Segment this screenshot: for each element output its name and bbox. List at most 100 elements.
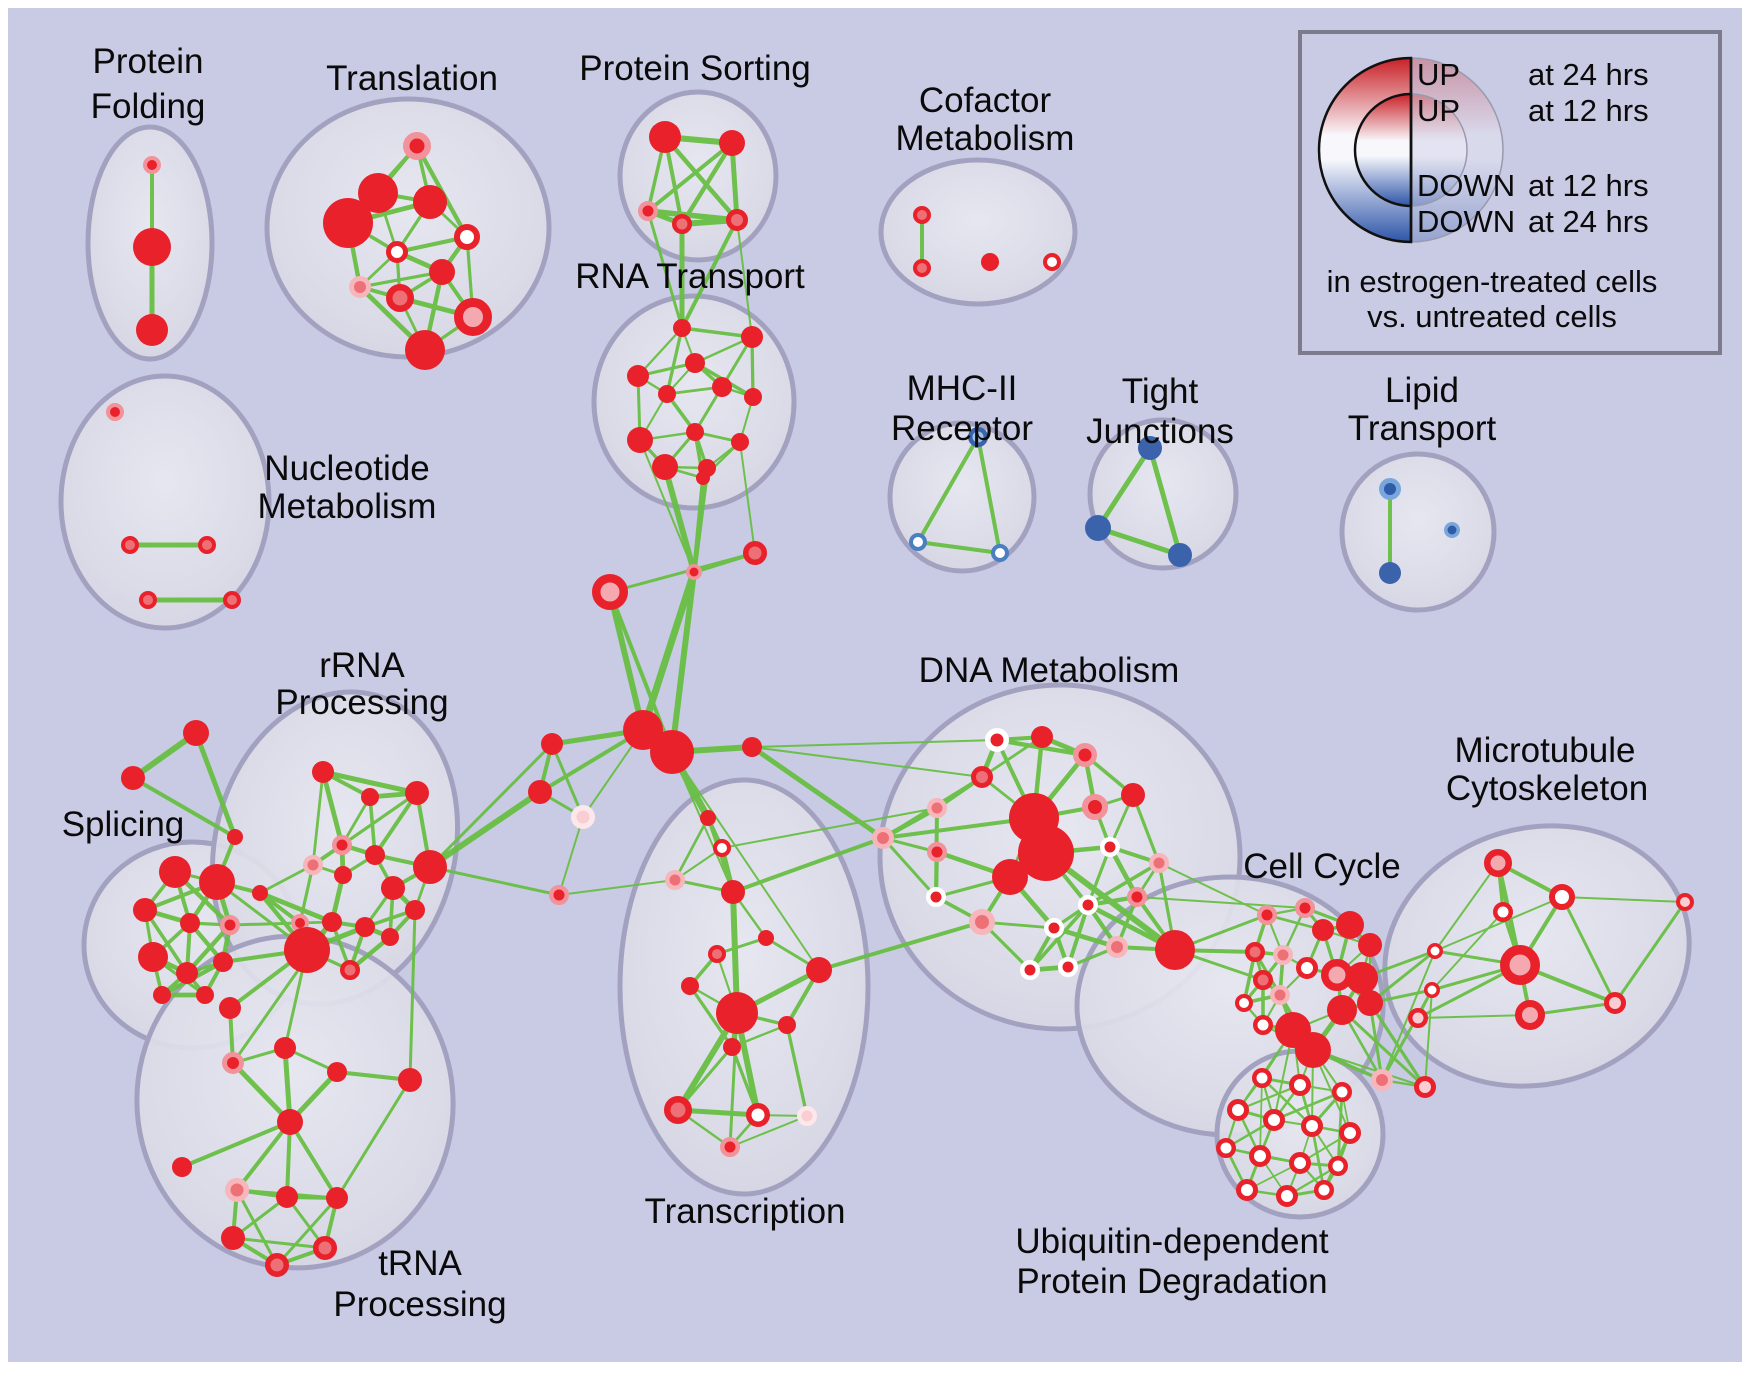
network-node-salmon-core-pink-ring	[927, 798, 947, 818]
network-node-solid-red	[741, 326, 763, 348]
network-node-solid-red	[136, 314, 168, 346]
network-node-solid-red	[686, 423, 704, 441]
network-edge	[751, 739, 998, 748]
network-node-white-core-red-ring	[1249, 1145, 1271, 1167]
network-edge	[340, 791, 419, 847]
legend-inner-circle-solid-half	[1353, 92, 1413, 208]
network-node-solid-red	[326, 1187, 348, 1209]
cluster-label-mhc-ii-receptor: Receptor	[891, 409, 1033, 448]
network-edge	[193, 730, 238, 840]
network-edge	[1417, 1014, 1531, 1019]
network-node-solid-red	[650, 730, 694, 774]
network-node-solid-blue	[1138, 436, 1162, 460]
network-node-salmon-core-pink-ring	[225, 1178, 249, 1202]
cluster-label-trna-processing: tRNA	[378, 1244, 462, 1283]
network-node-solid-red	[159, 856, 191, 888]
cluster-label-translation: Translation	[326, 59, 498, 98]
cluster-label-lipid-transport: Lipid	[1385, 371, 1459, 410]
network-edge	[671, 751, 820, 971]
network-node-salmon-core-pink-ring	[1273, 945, 1293, 965]
network-node-lightblue-core-blue-ring	[968, 427, 988, 447]
network-node-solid-red	[277, 1109, 303, 1135]
network-node-solid-red	[199, 864, 235, 900]
network-edge	[428, 865, 561, 897]
network-node-white-core-blue-ring	[909, 533, 927, 551]
network-node-solid-red	[1327, 995, 1357, 1025]
network-node-salmon-core-red-ring	[708, 945, 726, 963]
network-node-salmon-core-red-ring	[386, 284, 414, 312]
network-node-solid-red	[219, 997, 241, 1019]
network-node-solid-red	[1358, 933, 1382, 957]
network-node-salmon-core-pink-ring	[969, 909, 995, 935]
network-node-solid-red	[627, 365, 649, 387]
legend-direction-label: DOWN	[1417, 204, 1515, 239]
legend-direction-label: UP	[1417, 57, 1460, 92]
network-node-red-core-white-ring	[1020, 960, 1040, 980]
network-node-white-core-red-ring	[1493, 902, 1513, 922]
network-node-solid-red	[172, 1157, 192, 1177]
network-edge	[665, 326, 684, 396]
network-edge	[1311, 1048, 1427, 1089]
network-edge	[1613, 900, 1687, 1005]
network-edge	[729, 1115, 808, 1148]
network-edge	[230, 1060, 293, 1125]
network-edge	[1368, 949, 1437, 1005]
network-node-salmon-core-pink-ring	[872, 827, 894, 849]
network-edge	[673, 816, 710, 882]
network-node-solid-red	[541, 733, 563, 755]
network-node-salmon-core-red-ring	[139, 591, 157, 609]
legend-direction-label: UP	[1417, 93, 1460, 128]
network-node-solid-red	[274, 1037, 296, 1059]
network-node-red-core-pink-ring	[220, 915, 240, 935]
network-node-red-core-pink-ring	[686, 564, 702, 580]
network-edge	[881, 816, 1036, 840]
network-node-solid-red	[758, 930, 774, 946]
network-edge	[980, 735, 1044, 779]
network-node-solid-red	[992, 859, 1028, 895]
network-node-solid-red	[381, 876, 405, 900]
cluster-ellipse-lipid-transport	[1339, 451, 1497, 613]
network-node-white-core-blue-ring	[991, 544, 1009, 562]
network-node-solid-red	[719, 130, 745, 156]
network-node-solid-red	[196, 986, 214, 1004]
network-node-solid-red	[276, 1186, 298, 1208]
network-edge	[1560, 895, 1617, 1005]
cluster-label-rna-transport: RNA Transport	[575, 257, 805, 296]
network-node-red-core-white-ring	[1078, 895, 1098, 915]
network-node-salmon-core-red-ring	[664, 1096, 692, 1124]
network-edge	[373, 791, 419, 857]
network-node-white-core-red-ring	[1216, 1138, 1236, 1158]
network-node-solid-red	[627, 427, 653, 453]
network-node-red-core-pink-ring	[1295, 898, 1315, 918]
network-edge	[730, 1023, 789, 1049]
network-node-red-core-pink-ring	[1127, 887, 1147, 907]
cluster-label-protein-folding: Protein	[93, 42, 204, 81]
network-edge	[646, 141, 734, 213]
network-node-red-core-pink-ring	[720, 1137, 740, 1157]
network-node-white-core-red-ring	[1301, 1115, 1323, 1137]
network-node-solid-red	[806, 957, 832, 983]
network-node-solid-blue	[1168, 543, 1192, 567]
network-edge	[721, 807, 938, 849]
network-node-white-core-red-ring	[1235, 994, 1253, 1012]
network-node-red-core-pink-ring	[332, 835, 352, 855]
network-node-solid-red	[696, 471, 710, 485]
cluster-label-transcription: Transcription	[645, 1192, 846, 1231]
cluster-layer	[58, 89, 1692, 1271]
network-edge	[1340, 1008, 1427, 1089]
network-edge	[288, 1120, 339, 1200]
network-node-white-core-red-ring	[1043, 253, 1061, 271]
network-node-solid-red	[213, 952, 233, 972]
cluster-label-mhc-ii-receptor: MHC-II	[907, 369, 1018, 408]
network-edge	[550, 742, 585, 819]
network-node-solid-red	[744, 388, 762, 406]
network-edge	[688, 984, 734, 1049]
network-node-solid-red	[180, 913, 200, 933]
network-node-solid-red	[405, 900, 425, 920]
network-edge	[1424, 989, 1433, 1088]
network-edge	[1066, 903, 1090, 969]
network-node-white-core-red-ring	[1339, 1122, 1361, 1144]
network-node-pink-core-red-ring	[1500, 945, 1540, 985]
network-edge	[731, 836, 885, 894]
